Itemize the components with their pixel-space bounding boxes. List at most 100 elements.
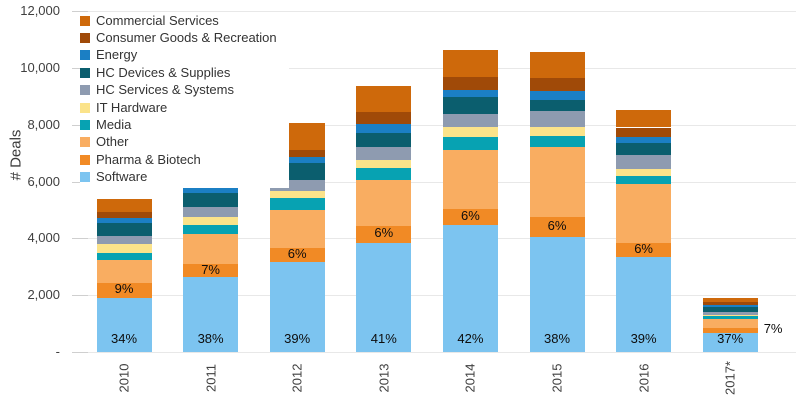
gridline	[72, 68, 796, 69]
bar-segment	[269, 198, 325, 210]
bar-segment	[356, 132, 412, 148]
legend-item: Pharma & Biotech	[80, 151, 277, 168]
bar-segment	[96, 244, 152, 253]
pharma-share-label: 6%	[547, 217, 567, 233]
gridline	[72, 182, 796, 183]
legend-item: IT Hardware	[80, 99, 277, 116]
bar-segment	[96, 217, 152, 224]
bar-segment	[269, 157, 325, 163]
bar-segment	[616, 143, 672, 156]
y-axis-tick	[72, 352, 88, 353]
bar-segment	[702, 311, 758, 316]
legend-item: Energy	[80, 47, 277, 64]
bar-segment	[183, 234, 239, 265]
bar-segment	[96, 282, 152, 298]
legend-swatch	[80, 137, 90, 148]
bar-segment	[442, 127, 498, 137]
bar-segment	[442, 113, 498, 128]
legend-item: Commercial Services	[80, 12, 277, 29]
legend-swatch	[80, 15, 90, 26]
bar-segment	[702, 298, 758, 303]
bar-segment	[702, 328, 758, 333]
x-tick-label: 2016	[636, 363, 652, 393]
x-tick-label: 2011	[203, 364, 219, 392]
bar-segment	[183, 276, 239, 352]
bar-segment	[356, 168, 412, 180]
bar-segment	[183, 264, 239, 277]
legend-swatch	[80, 120, 90, 131]
legend-swatch	[80, 102, 90, 113]
bar-segment	[96, 298, 152, 352]
bar-segment	[183, 224, 239, 235]
x-tick-label: 2012	[289, 363, 305, 393]
bar-segment	[269, 209, 325, 249]
legend: Commercial Services Consumer Goods & Recr…	[80, 12, 289, 188]
bar-segment	[269, 261, 325, 352]
bar-segment	[356, 159, 412, 169]
bar-segment	[616, 137, 672, 144]
bar-segment	[529, 147, 585, 218]
bar-segment	[616, 155, 672, 170]
legend-swatch	[80, 33, 90, 44]
bar-segment	[702, 307, 758, 312]
software-share-label: 38%	[543, 331, 571, 346]
bar-segment	[702, 316, 758, 320]
bar-segment	[702, 305, 758, 308]
bar-segment	[529, 99, 585, 112]
pharma-share-label: 6%	[374, 225, 394, 241]
y-tick-label: -	[55, 344, 60, 359]
bar-segment	[702, 315, 758, 317]
bar-segment	[442, 77, 498, 90]
software-share-label: 42%	[457, 331, 484, 346]
y-axis-tick	[72, 295, 88, 296]
y-tick-label: 8,000	[27, 117, 60, 132]
bar-segment	[529, 52, 585, 79]
bar-segment	[269, 190, 325, 199]
bar-segment	[356, 225, 412, 243]
software-share-label: 37%	[717, 331, 744, 346]
legend-swatch	[80, 154, 90, 165]
y-axis-title: # Deals	[7, 129, 25, 181]
bar-segment	[529, 236, 585, 352]
y-tick-label: 2,000	[27, 287, 60, 302]
y-tick-label: 6,000	[27, 174, 60, 189]
bar-segment	[442, 224, 498, 352]
x-tick-label: 2017*	[722, 361, 738, 395]
bar-segment	[529, 217, 585, 237]
pharma-share-label: 9%	[114, 281, 134, 297]
bar-segment	[529, 135, 585, 148]
bar-segment	[616, 109, 672, 128]
software-share-label: 38%	[197, 331, 224, 346]
gridline	[72, 238, 796, 239]
bar-segment	[616, 184, 672, 244]
bar-segment	[442, 49, 498, 78]
bar-segment	[616, 243, 672, 258]
legend-item: Consumer Goods & Recreation	[80, 29, 277, 46]
bar-segment	[442, 89, 498, 98]
legend-label: Consumer Goods & Recreation	[96, 30, 277, 46]
legend-item: Media	[80, 116, 277, 133]
legend-label: HC Services & Systems	[96, 82, 234, 98]
bar-segment	[616, 127, 672, 138]
bar-segment	[269, 248, 325, 262]
bar-segment	[529, 91, 585, 100]
software-share-label: 34%	[110, 331, 138, 346]
legend-swatch	[80, 85, 90, 96]
y-tick-label: 12,000	[20, 3, 60, 18]
legend-label: IT Hardware	[96, 99, 168, 115]
bar-segment	[356, 147, 412, 160]
legend-label: Pharma & Biotech	[96, 151, 201, 167]
bar-segment	[442, 149, 498, 210]
legend-item: HC Devices & Supplies	[80, 64, 277, 81]
bar-segment	[96, 236, 152, 245]
bar-segment	[356, 179, 412, 226]
legend-label: HC Devices & Supplies	[96, 64, 231, 80]
bar-segment	[442, 136, 498, 150]
bar-segment	[96, 198, 152, 213]
bar-segment	[356, 123, 412, 133]
y-tick-label: 10,000	[20, 60, 60, 75]
pharma-share-label: 6%	[634, 241, 653, 257]
y-axis-tick	[72, 238, 88, 239]
x-tick-label: 2013	[376, 363, 392, 393]
legend-label: Media	[96, 117, 132, 133]
